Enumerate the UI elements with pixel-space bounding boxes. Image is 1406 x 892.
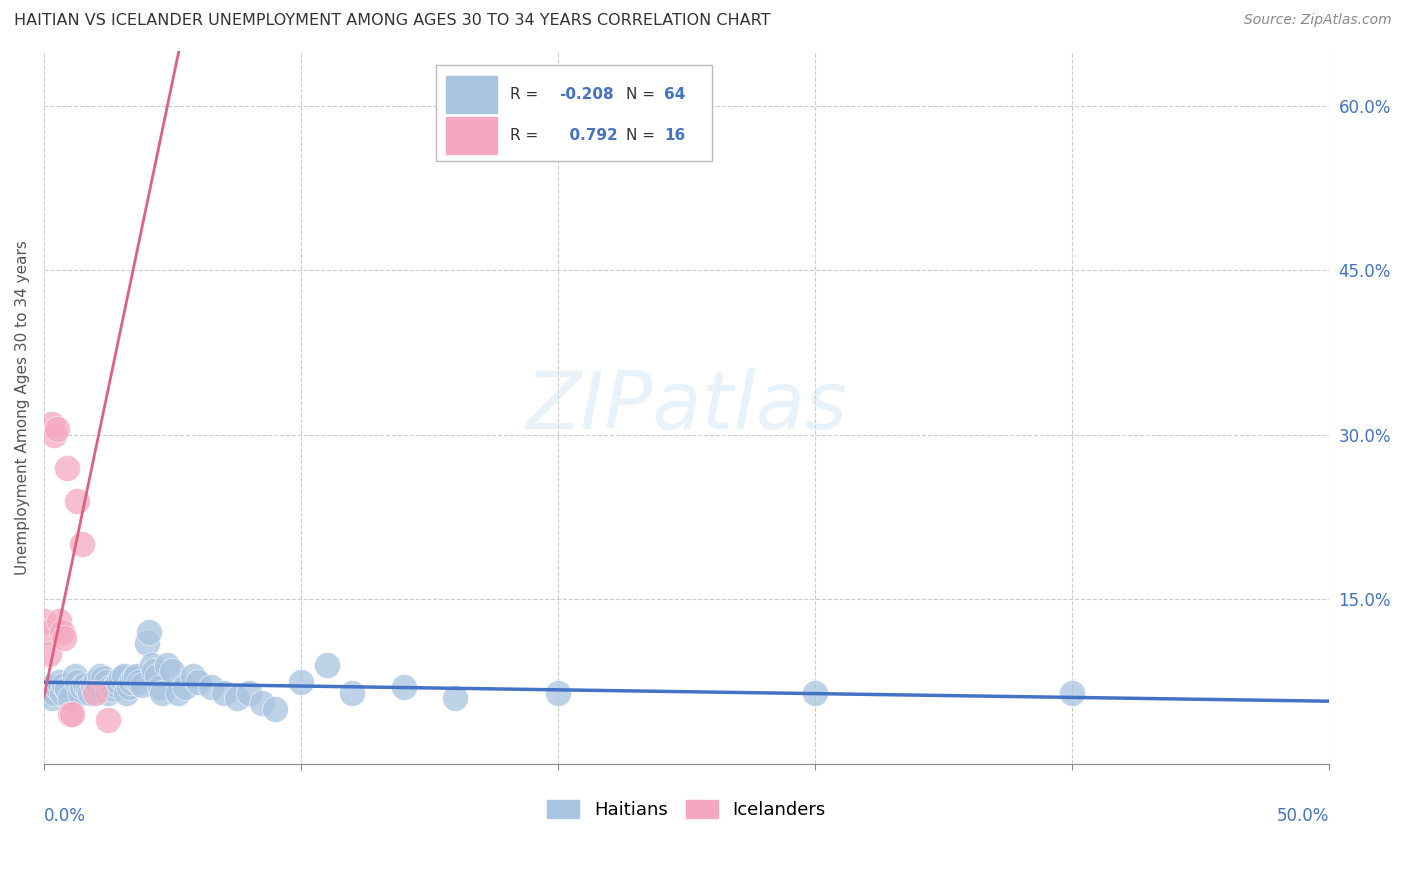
Point [138, 625, 160, 640]
Point [174, 680, 197, 694]
Point [120, 674, 142, 689]
Point [48, 674, 70, 689]
Point [115, 685, 138, 699]
Point [45, 680, 67, 694]
Point [45, 422, 67, 436]
Point [35, 685, 58, 699]
Point [107, 674, 129, 689]
Point [143, 664, 166, 678]
Point [87, 678, 110, 692]
Point [166, 685, 188, 699]
Point [150, 685, 173, 699]
Bar [446, 76, 498, 112]
Text: 0.792: 0.792 [560, 128, 617, 143]
Point [94, 674, 117, 689]
Point [264, 702, 287, 716]
Point [804, 685, 827, 699]
Legend: Haitians, Icelanders: Haitians, Icelanders [540, 792, 832, 826]
Text: ZIPatlas: ZIPatlas [526, 368, 848, 446]
Point [97, 713, 120, 727]
FancyBboxPatch shape [436, 65, 711, 161]
Point [32, 614, 55, 628]
Point [392, 680, 415, 694]
Point [187, 674, 209, 689]
Point [76, 682, 98, 697]
Point [128, 674, 150, 689]
Point [238, 685, 260, 699]
Point [84, 674, 107, 689]
Point [1060, 685, 1083, 699]
Point [38, 647, 60, 661]
Point [79, 685, 101, 699]
Point [252, 697, 274, 711]
Point [44, 427, 66, 442]
Point [69, 685, 91, 699]
Point [103, 682, 125, 697]
Text: 50.0%: 50.0% [1277, 806, 1329, 824]
Point [148, 680, 170, 694]
Point [444, 691, 467, 706]
Text: 0.0%: 0.0% [44, 806, 86, 824]
Point [118, 680, 141, 694]
Point [89, 669, 111, 683]
Point [156, 658, 179, 673]
Point [41, 417, 63, 431]
Point [104, 678, 127, 692]
Point [82, 680, 104, 694]
Point [63, 669, 86, 683]
Text: -0.208: -0.208 [560, 87, 614, 102]
Text: 64: 64 [665, 87, 686, 102]
Text: Source: ZipAtlas.com: Source: ZipAtlas.com [1244, 13, 1392, 28]
Point [200, 680, 222, 694]
Point [66, 493, 89, 508]
Point [91, 671, 114, 685]
Y-axis label: Unemployment Among Ages 30 to 34 years: Unemployment Among Ages 30 to 34 years [15, 240, 30, 574]
Point [125, 669, 148, 683]
Point [51, 625, 73, 640]
Text: HAITIAN VS ICELANDER UNEMPLOYMENT AMONG AGES 30 TO 34 YEARS CORRELATION CHART: HAITIAN VS ICELANDER UNEMPLOYMENT AMONG … [14, 13, 770, 29]
Point [51, 685, 73, 699]
Point [72, 680, 94, 694]
Point [53, 631, 76, 645]
Point [53, 678, 76, 692]
Point [56, 460, 79, 475]
Point [547, 685, 569, 699]
Text: N =: N = [626, 87, 659, 102]
Point [131, 678, 153, 692]
Point [181, 669, 204, 683]
Point [41, 691, 63, 706]
Point [225, 691, 247, 706]
Text: N =: N = [626, 128, 659, 143]
Point [146, 669, 169, 683]
Point [60, 707, 83, 722]
Point [112, 669, 135, 683]
Point [290, 674, 312, 689]
Point [100, 680, 122, 694]
Point [35, 625, 58, 640]
Point [342, 685, 364, 699]
Point [56, 682, 79, 697]
Point [72, 537, 94, 551]
Point [212, 685, 235, 699]
Point [97, 685, 120, 699]
Point [73, 678, 96, 692]
Point [58, 707, 80, 722]
Point [38, 680, 60, 694]
Point [162, 664, 184, 678]
Point [84, 685, 107, 699]
Point [135, 636, 157, 650]
Point [58, 691, 80, 706]
Text: 16: 16 [665, 128, 686, 143]
Point [141, 658, 163, 673]
Bar [446, 117, 498, 154]
Point [315, 658, 337, 673]
Text: R =: R = [510, 128, 544, 143]
Point [122, 671, 145, 685]
Text: R =: R = [510, 87, 544, 102]
Point [48, 614, 70, 628]
Point [66, 674, 89, 689]
Point [110, 671, 132, 685]
Point [44, 685, 66, 699]
